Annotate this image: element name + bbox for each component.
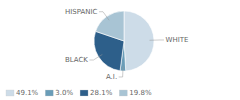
leader-line (149, 39, 163, 40)
legend: 49.1% 3.0% 28.1% 19.8% (6, 89, 152, 97)
legend-label: 49.1% (16, 89, 39, 97)
annotation: WHITE (165, 36, 188, 44)
legend-swatch (119, 90, 127, 96)
leader-line (119, 66, 123, 76)
legend-label: 28.1% (90, 89, 113, 97)
legend-item: 19.8% (119, 89, 152, 97)
legend-label: 19.8% (129, 89, 152, 97)
leader-line (89, 54, 102, 60)
legend-swatch (80, 90, 88, 96)
legend-label: 3.0% (55, 89, 73, 97)
legend-item: 28.1% (80, 89, 113, 97)
annotations: WHITE A.I. BLACK HISPANIC (65, 8, 189, 81)
leader-line (99, 12, 109, 21)
annotation: HISPANIC (65, 8, 98, 16)
legend-swatch (45, 90, 53, 96)
legend-item: 3.0% (45, 89, 73, 97)
annotation: BLACK (65, 56, 88, 64)
pie (94, 11, 154, 71)
slice (96, 11, 124, 41)
annotation: A.I. (106, 73, 117, 81)
legend-swatch (6, 90, 14, 96)
legend-item: 49.1% (6, 89, 39, 97)
slice (124, 11, 154, 71)
chart: WHITE A.I. BLACK HISPANIC 49.1% 3.0% 28.1% 19.8… (0, 0, 240, 100)
